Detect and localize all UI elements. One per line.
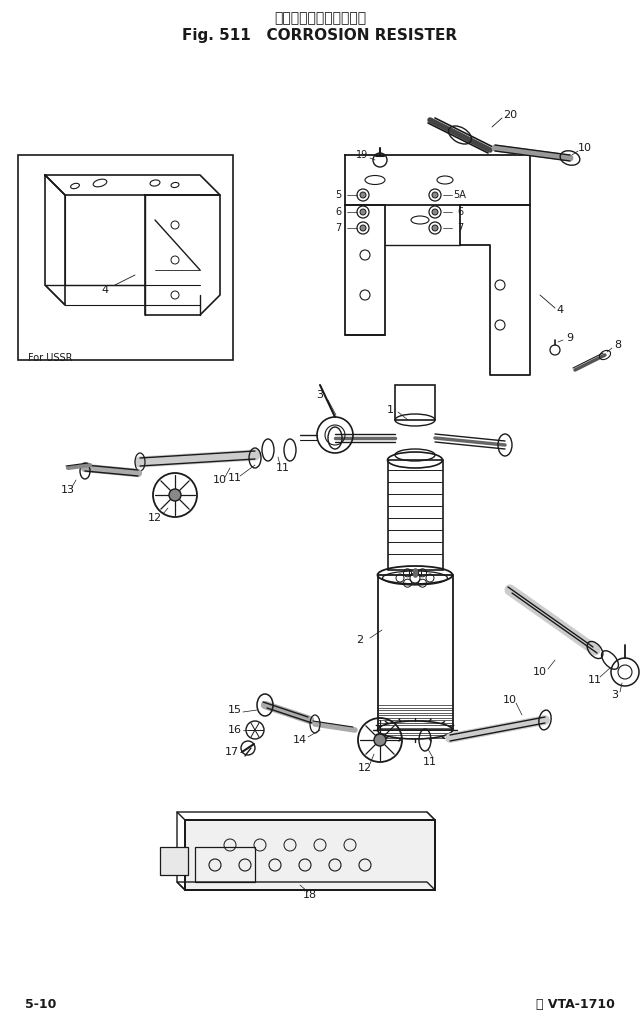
Text: 15: 15 [228,705,242,715]
Text: 11: 11 [423,757,437,767]
Text: 6: 6 [457,207,463,217]
Text: 2: 2 [356,635,364,645]
Text: 11: 11 [276,463,290,473]
Text: 6: 6 [335,207,341,217]
Circle shape [432,209,438,215]
Text: 18: 18 [303,890,317,900]
Text: 17: 17 [225,747,239,757]
Text: 16: 16 [228,725,242,735]
Text: 1: 1 [387,405,394,415]
Bar [378,575,453,730]
Text: Ⓒ VTA-1710: Ⓒ VTA-1710 [536,999,615,1012]
Text: 14: 14 [293,735,307,745]
Text: 5-10: 5-10 [25,999,56,1012]
Text: 13: 13 [61,485,75,495]
Text: コロージョン　レジスタ: コロージョン レジスタ [274,11,366,25]
Text: For USSR: For USSR [28,353,72,363]
Text: 11: 11 [588,675,602,685]
Text: 9: 9 [566,333,573,343]
Circle shape [169,489,181,501]
Text: 5: 5 [335,190,341,200]
Bar [185,820,435,890]
Text: 3: 3 [611,690,618,700]
Circle shape [360,192,366,198]
Circle shape [360,225,366,231]
Bar [388,460,443,570]
Text: 7: 7 [335,223,341,233]
Text: 20: 20 [503,110,517,120]
Text: 5A: 5A [454,190,467,200]
Text: 7: 7 [457,223,463,233]
Circle shape [432,225,438,231]
Circle shape [432,192,438,198]
Text: 4: 4 [101,285,109,294]
Text: 12: 12 [358,763,372,773]
Text: 11: 11 [228,473,242,483]
Circle shape [360,209,366,215]
Text: 10: 10 [533,667,547,677]
Bar [160,847,188,875]
Bar [185,820,435,890]
Text: 12: 12 [148,513,162,523]
Text: 19: 19 [356,150,368,160]
Bar [395,385,435,420]
Bar [195,847,255,882]
Text: 8: 8 [614,340,621,350]
Text: 4: 4 [556,305,564,315]
Circle shape [374,734,386,746]
Text: 10: 10 [578,143,592,153]
Text: 3: 3 [317,390,323,400]
Text: Fig. 511   CORROSION RESISTER: Fig. 511 CORROSION RESISTER [182,28,458,43]
Text: 10: 10 [213,475,227,485]
Bar [18,155,233,360]
Text: 10: 10 [503,695,517,705]
